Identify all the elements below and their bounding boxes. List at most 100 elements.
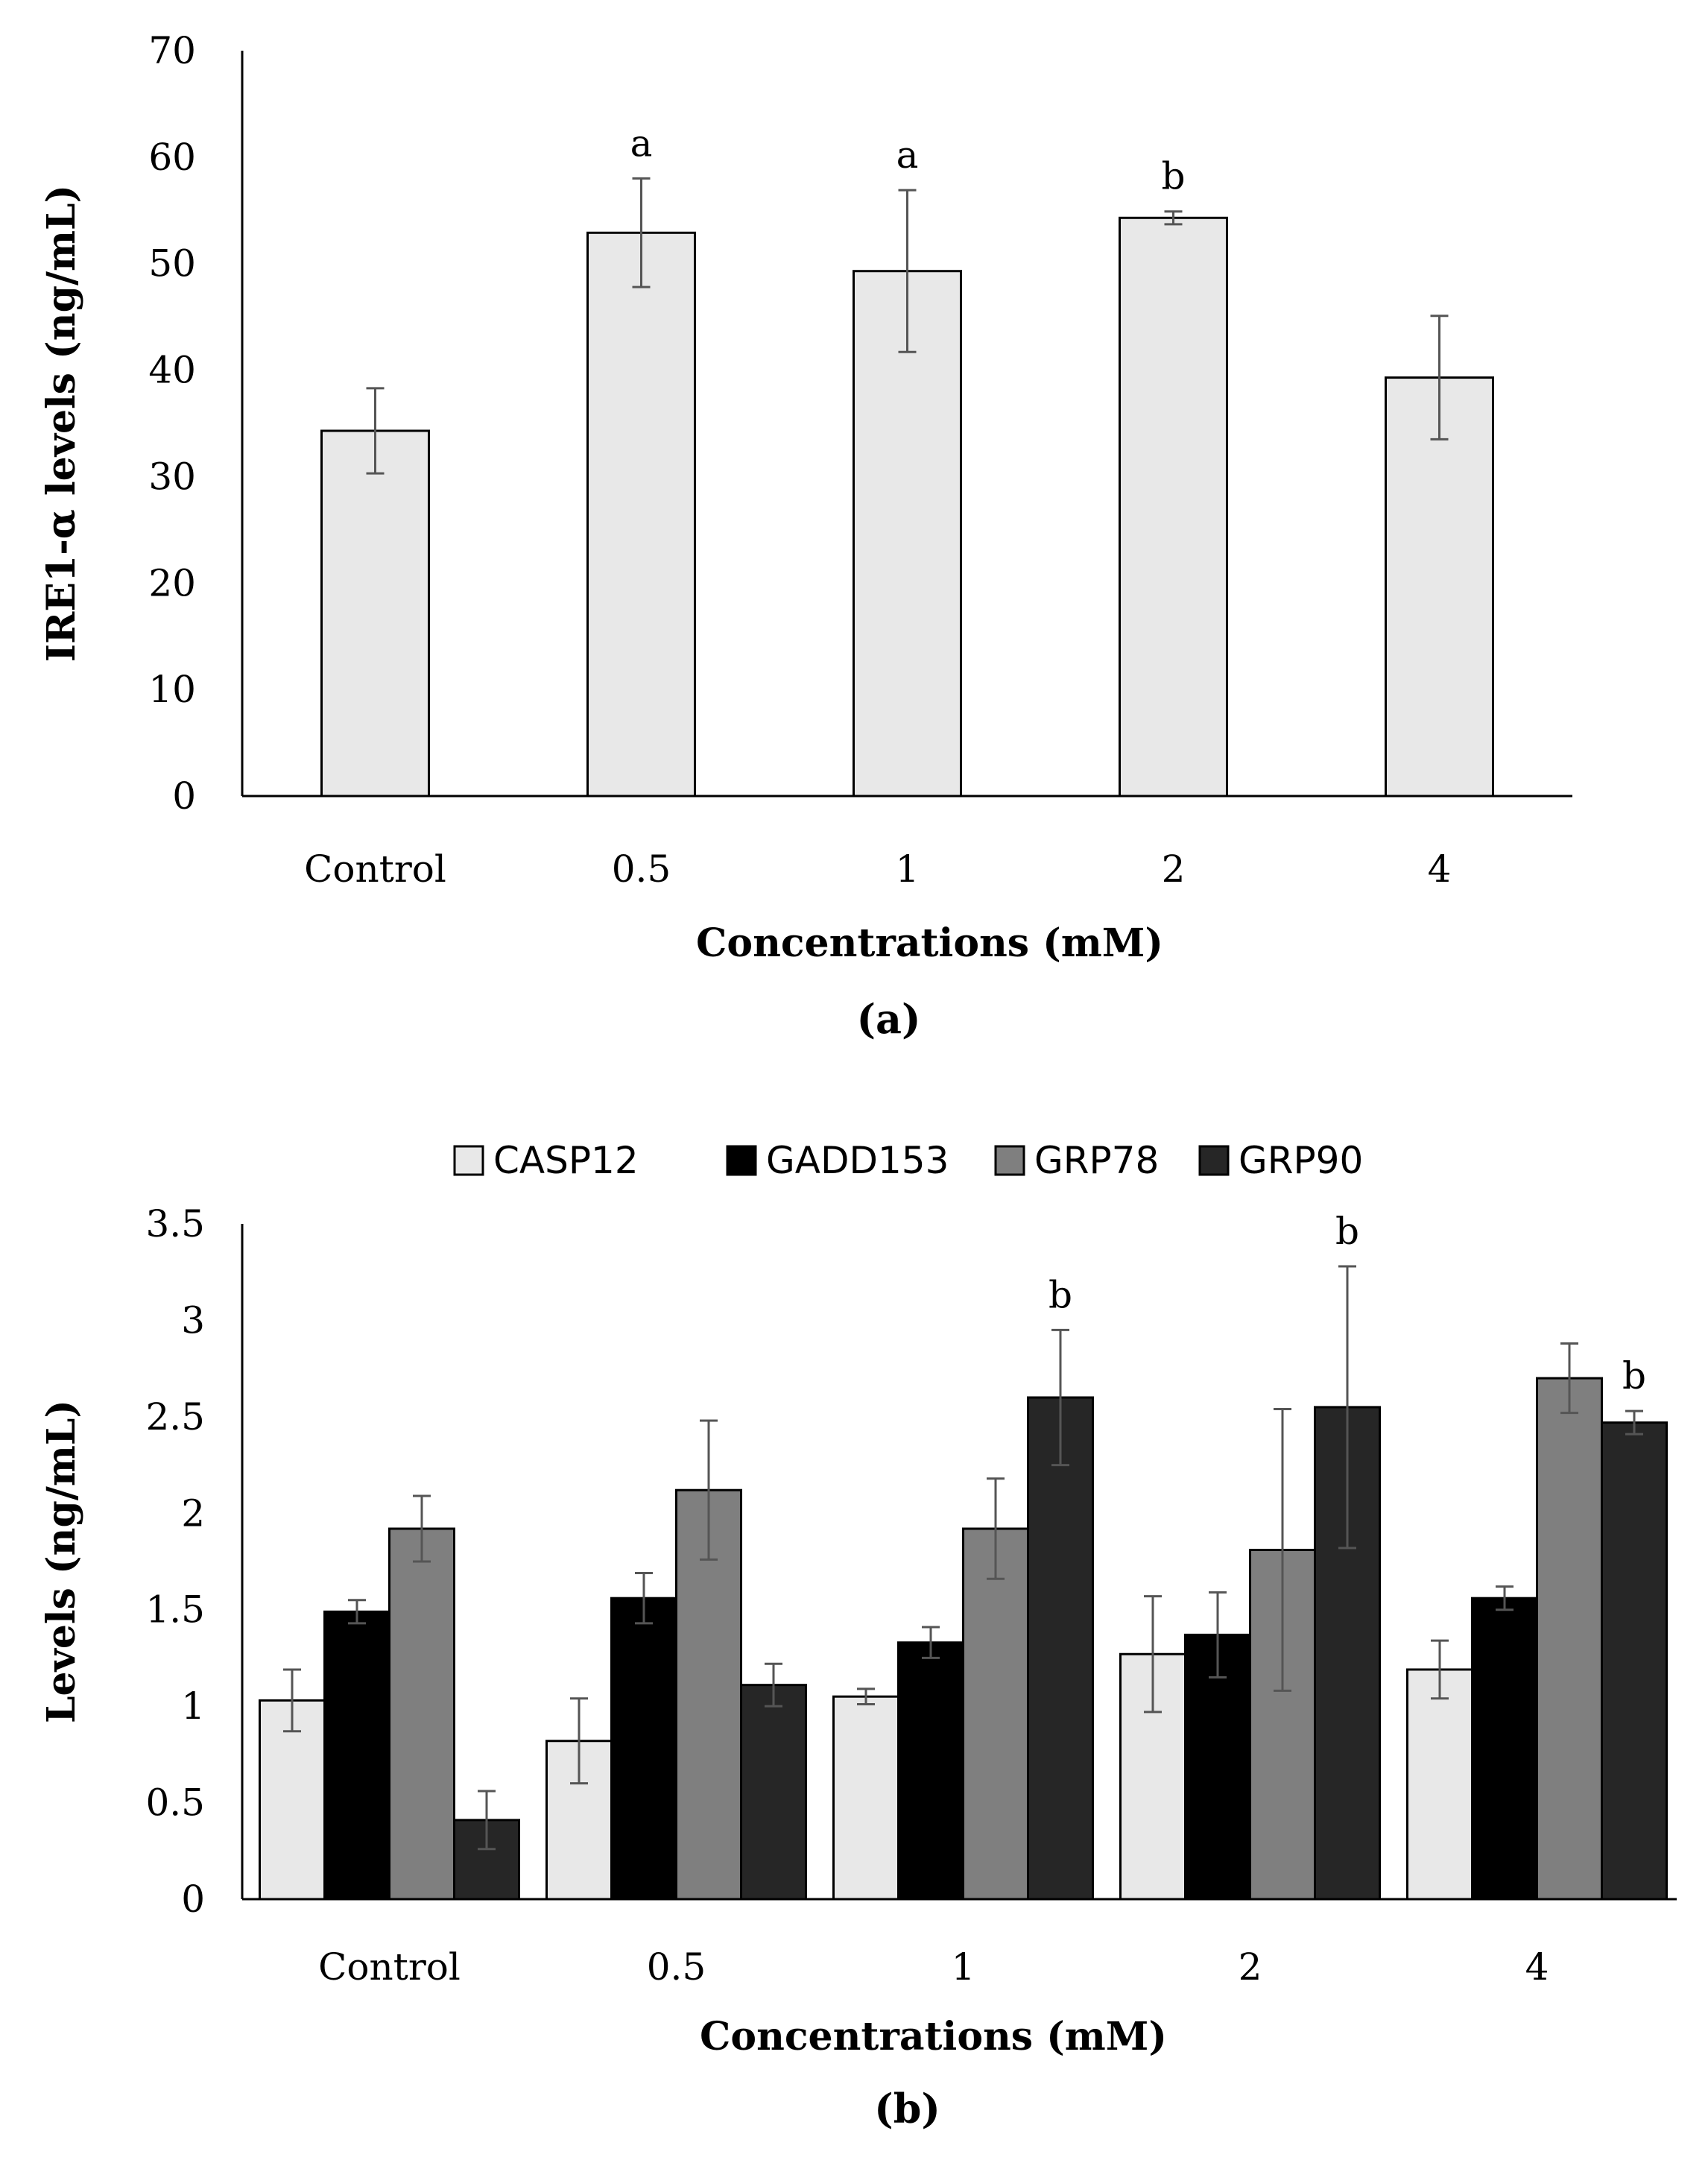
- legend-swatch-gadd153: [726, 1145, 757, 1176]
- legend-swatch-grp78: [994, 1145, 1025, 1176]
- bar-grp90: [1027, 1396, 1094, 1901]
- bar-grp78: [1536, 1377, 1603, 1901]
- x-tick-label-a: Control: [304, 847, 446, 891]
- y-axis-b: 0 0.5 1 1.5 2 2.5 3 3.5: [145, 1202, 205, 1921]
- bar-casp12: [832, 1695, 899, 1901]
- error-bar-grp78: [1560, 1342, 1578, 1415]
- error-bar-grp90: [1051, 1328, 1069, 1467]
- bar-casp12: [1406, 1668, 1473, 1901]
- x-axis-b: Control 0.5 1 2 4: [318, 1945, 1549, 1989]
- bar-gadd153: [1471, 1597, 1538, 1901]
- x-tick-label-a: 0.5: [612, 847, 671, 891]
- legend-item-gadd153: GADD153: [726, 1139, 949, 1182]
- y-tick-label-a: 0: [172, 774, 196, 818]
- panel-label-b: (b): [874, 2085, 940, 2132]
- bar-gadd153: [323, 1610, 390, 1901]
- error-bar-grp90: [1338, 1265, 1356, 1550]
- error-bar-a: [898, 189, 917, 353]
- y-axis-a: 0 10 20 30 40 50 60 70: [148, 29, 196, 818]
- y-tick-label-a: 10: [148, 668, 196, 711]
- x-axis-title-a: Concentrations (mM): [696, 921, 1163, 966]
- error-bar-a: [632, 177, 651, 288]
- x-tick-label-a: 1: [896, 847, 920, 891]
- legend-item-casp12: CASP12: [453, 1139, 639, 1182]
- x-axis-title-b: Concentrations (mM): [700, 2014, 1167, 2059]
- error-bar-grp90: [478, 1790, 496, 1851]
- error-bar-casp12: [1431, 1639, 1449, 1700]
- y-tick-label-b: 3.5: [145, 1202, 205, 1245]
- legend-label-gadd153: GADD153: [766, 1139, 949, 1182]
- y-tick-label-a: 40: [148, 349, 196, 392]
- bars-b: b b b: [259, 1210, 1668, 1901]
- x-tick-label-a: 2: [1162, 847, 1186, 891]
- bar-a: [320, 429, 430, 798]
- significance-label-a: b: [1161, 155, 1185, 198]
- legend-item-grp90: GRP90: [1198, 1139, 1363, 1182]
- y-tick-label-a: 30: [148, 455, 196, 498]
- significance-label-b: b: [1622, 1354, 1646, 1398]
- y-tick-label-a: 60: [148, 136, 196, 179]
- error-bar-grp90: [1625, 1409, 1643, 1436]
- error-bar-grp90: [765, 1662, 782, 1708]
- y-tick-label-a: 70: [148, 29, 196, 72]
- x-tick-label-b: Control: [318, 1945, 461, 1989]
- bar-grp90: [1601, 1421, 1668, 1901]
- error-bar-casp12: [1144, 1595, 1162, 1714]
- legend-label-grp90: GRP90: [1239, 1139, 1363, 1182]
- error-bar-grp78: [1274, 1408, 1291, 1692]
- significance-label-a: a: [630, 121, 653, 165]
- error-bar-a: [1164, 210, 1183, 226]
- x-tick-label-b: 0.5: [647, 1945, 706, 1989]
- error-bar-casp12: [857, 1687, 875, 1706]
- chart-panel-b: CASP12 GADD153 GRP78 GRP90 0 0.5 1 1.5 2 2.5 3 3.5…: [39, 1139, 1677, 2132]
- y-tick-label-a: 20: [148, 561, 196, 604]
- legend-item-grp78: GRP78: [994, 1139, 1159, 1182]
- significance-label-a: a: [896, 133, 919, 177]
- y-tick-label-b: 3: [181, 1298, 205, 1342]
- error-bar-a: [1430, 315, 1449, 441]
- x-tick-label-b: 1: [952, 1945, 975, 1989]
- y-tick-label-a: 50: [148, 242, 196, 285]
- error-bar-a: [366, 387, 385, 475]
- error-bar-grp78: [700, 1419, 718, 1561]
- y-tick-label-b: 0: [181, 1878, 205, 1921]
- error-bar-gadd153: [348, 1599, 366, 1625]
- y-tick-label-b: 1: [181, 1684, 205, 1728]
- significance-label-b: b: [1048, 1273, 1072, 1316]
- bar-gadd153: [897, 1641, 964, 1901]
- error-bar-casp12: [283, 1668, 301, 1733]
- legend-label-casp12: CASP12: [493, 1139, 639, 1182]
- y-tick-label-b: 2: [181, 1491, 205, 1535]
- x-axis-a: Control 0.5 1 2 4: [304, 847, 1451, 891]
- bar-grp90: [740, 1684, 807, 1901]
- error-bar-gadd153: [922, 1626, 940, 1659]
- y-tick-label-b: 1.5: [145, 1588, 205, 1632]
- chart-panel-a: 0 10 20 30 40 50 60 70 a a b Control 0.5 1 2 4 IRE1-α…: [39, 29, 1572, 1043]
- y-axis-title-b: Levels (ng/mL): [39, 1400, 84, 1723]
- error-bar-casp12: [570, 1697, 588, 1785]
- legend-b: CASP12 GADD153 GRP78 GRP90: [453, 1139, 1363, 1182]
- x-tick-label-b: 4: [1525, 1945, 1549, 1989]
- y-axis-title-a: IRE1-α levels (ng/mL): [39, 185, 84, 662]
- bar-gadd153: [610, 1597, 677, 1901]
- bar-a: [586, 231, 696, 798]
- x-tick-label-b: 2: [1239, 1945, 1262, 1989]
- error-bar-gadd153: [1496, 1585, 1514, 1611]
- legend-swatch-grp90: [1198, 1145, 1230, 1176]
- y-tick-label-b: 0.5: [145, 1781, 205, 1825]
- y-tick-label-b: 2.5: [145, 1395, 205, 1439]
- error-bar-grp78: [413, 1494, 431, 1563]
- bar-a: [1119, 216, 1228, 798]
- bar-grp78: [962, 1527, 1029, 1901]
- error-bar-gadd153: [635, 1572, 653, 1625]
- x-tick-label-a: 4: [1428, 847, 1452, 891]
- significance-label-b: b: [1335, 1210, 1359, 1253]
- error-bar-gadd153: [1209, 1591, 1227, 1679]
- bar-casp12: [259, 1699, 326, 1901]
- legend-label-grp78: GRP78: [1034, 1139, 1159, 1182]
- panel-label-a: (a): [856, 995, 920, 1043]
- bar-gadd153: [1184, 1633, 1251, 1901]
- legend-swatch-casp12: [453, 1145, 484, 1176]
